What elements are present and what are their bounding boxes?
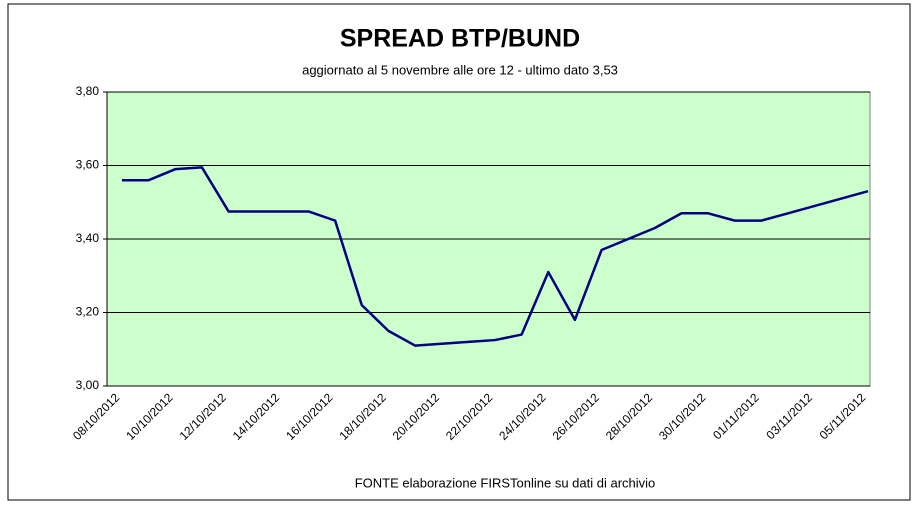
y-tick-label: 3,40 [76,231,100,245]
chart-title: SPREAD BTP/BUND [340,25,580,53]
source-note: FONTE elaborazione FIRSTonline su dati d… [355,475,656,490]
data-line [122,166,869,347]
chart-subtitle: aggiornato al 5 novembre alle ore 12 - u… [302,62,618,77]
y-tick-label: 3,20 [76,305,100,319]
y-tick-label: 3,60 [76,158,100,172]
y-tick-label: 3,00 [76,378,100,392]
y-tick-label: 3,80 [76,84,100,98]
